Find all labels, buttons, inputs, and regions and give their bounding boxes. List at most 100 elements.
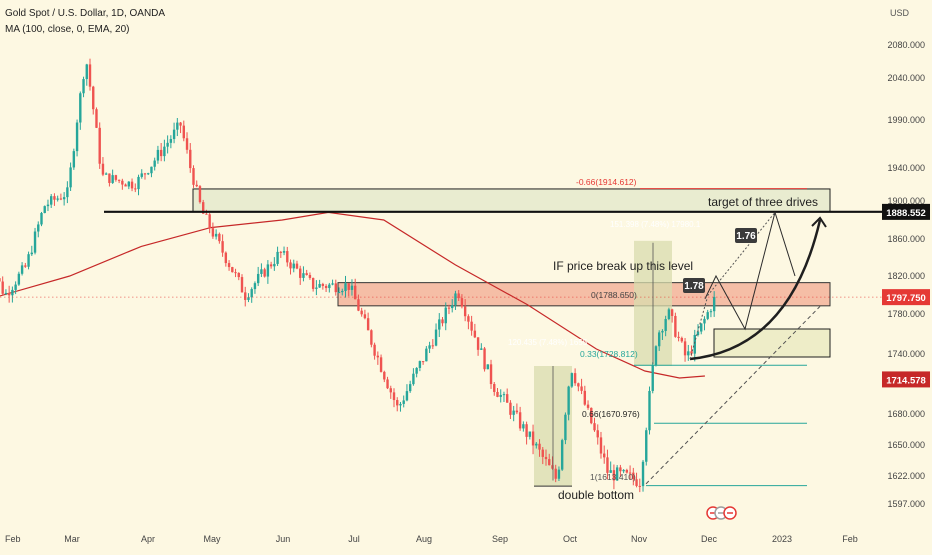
y-tick-label: 1820.000 xyxy=(887,271,925,281)
zone-level-label: 0(1788.650) xyxy=(591,290,637,300)
ema-badge xyxy=(882,371,930,388)
candle-body xyxy=(648,390,651,431)
candle-body xyxy=(412,373,415,385)
candle-body xyxy=(40,212,43,225)
candle-body xyxy=(114,175,118,180)
candle-body xyxy=(153,160,156,167)
candle-body xyxy=(321,283,325,286)
candle-body xyxy=(256,273,260,284)
candle-body xyxy=(328,284,331,289)
candle-body xyxy=(150,166,153,174)
y-tick-label: 1622.000 xyxy=(887,471,925,481)
candle-body xyxy=(140,173,143,177)
candle-body xyxy=(599,437,603,454)
candle-body xyxy=(104,173,108,175)
candle-body xyxy=(20,265,24,274)
ratio-badge-1 xyxy=(683,278,705,293)
candle-body xyxy=(350,285,354,290)
x-tick-label: Feb xyxy=(842,534,858,544)
ratio-label-2: 1.76 xyxy=(736,231,756,242)
indicator-legend: MA (100, close, 0, EMA, 20) xyxy=(5,24,130,35)
candle-body xyxy=(515,410,519,413)
x-tick-label: Dec xyxy=(701,534,718,544)
candle-body xyxy=(560,440,564,470)
candle-body xyxy=(554,468,557,479)
measure-label-left: 120.435 (7.48%) 1655 xyxy=(508,338,588,347)
y-tick-label: 1740.000 xyxy=(887,349,925,359)
candle-body xyxy=(489,364,493,385)
candle-body xyxy=(347,283,350,290)
candle-body xyxy=(124,184,127,187)
candle-body xyxy=(700,323,703,332)
candle-body xyxy=(337,292,341,294)
three-drives-path xyxy=(704,210,796,331)
candle-body xyxy=(79,93,82,123)
candle-body xyxy=(137,176,140,190)
candle-body xyxy=(201,202,205,214)
candle-body xyxy=(111,175,114,183)
candle-body xyxy=(580,386,583,391)
y-tick-label: 1597.000 xyxy=(887,499,925,509)
candle-body xyxy=(56,198,59,200)
candle-body xyxy=(218,233,221,242)
candle-body xyxy=(383,371,386,380)
candle-body xyxy=(179,122,182,126)
candle-body xyxy=(619,467,622,472)
candle-body xyxy=(134,188,137,190)
candle-body xyxy=(366,318,370,331)
candle-body xyxy=(570,373,574,387)
candle-body xyxy=(69,167,72,188)
candle-body xyxy=(603,453,606,458)
candle-body xyxy=(43,206,46,213)
candle-body xyxy=(92,86,95,110)
candle-body xyxy=(522,424,525,429)
candle-body xyxy=(544,456,548,460)
candle-body xyxy=(305,273,308,275)
y-tick-label: 1940.000 xyxy=(887,163,925,173)
candle-body xyxy=(98,127,101,164)
candle-body xyxy=(1,281,4,294)
candle-body xyxy=(14,284,17,290)
fib-033-label: 0.33(1728.812) xyxy=(580,349,638,359)
candle-body xyxy=(7,292,11,296)
candle-body xyxy=(260,269,263,274)
candle-body xyxy=(176,122,179,130)
candle-body xyxy=(253,283,257,290)
candle-body xyxy=(331,283,334,285)
candle-body xyxy=(234,272,237,274)
support-zone xyxy=(713,328,831,358)
candle-body xyxy=(625,469,629,473)
ratio-label-1: 1.78 xyxy=(684,281,704,292)
candle-body xyxy=(192,168,195,185)
candle-body xyxy=(205,213,208,215)
candle-body xyxy=(593,423,596,431)
candle-body xyxy=(231,267,234,273)
candle-body xyxy=(389,388,392,393)
candle-body xyxy=(24,265,27,267)
candle-body xyxy=(557,469,561,479)
candle-body xyxy=(269,264,273,267)
candle-body xyxy=(670,309,674,316)
candle-body xyxy=(27,254,30,267)
candle-body xyxy=(654,346,658,366)
candle-body xyxy=(687,351,690,356)
candle-body xyxy=(396,400,399,406)
resistance-badge xyxy=(882,203,930,220)
candle-body xyxy=(541,449,544,457)
target-text: target of three drives xyxy=(708,195,818,209)
candle-body xyxy=(66,187,69,198)
candle-body xyxy=(535,443,538,446)
candle-body xyxy=(376,355,380,358)
candle-body xyxy=(221,241,224,253)
current-price-badge xyxy=(882,289,930,306)
candle-body xyxy=(37,224,40,232)
candle-body xyxy=(463,306,467,317)
ema-line xyxy=(0,211,705,379)
candle-body xyxy=(88,64,92,87)
y-tick-label: 1680.000 xyxy=(887,409,925,419)
candle-body xyxy=(609,470,612,473)
candle-body xyxy=(531,431,535,446)
candle-body xyxy=(402,400,405,404)
candle-body xyxy=(156,149,160,161)
